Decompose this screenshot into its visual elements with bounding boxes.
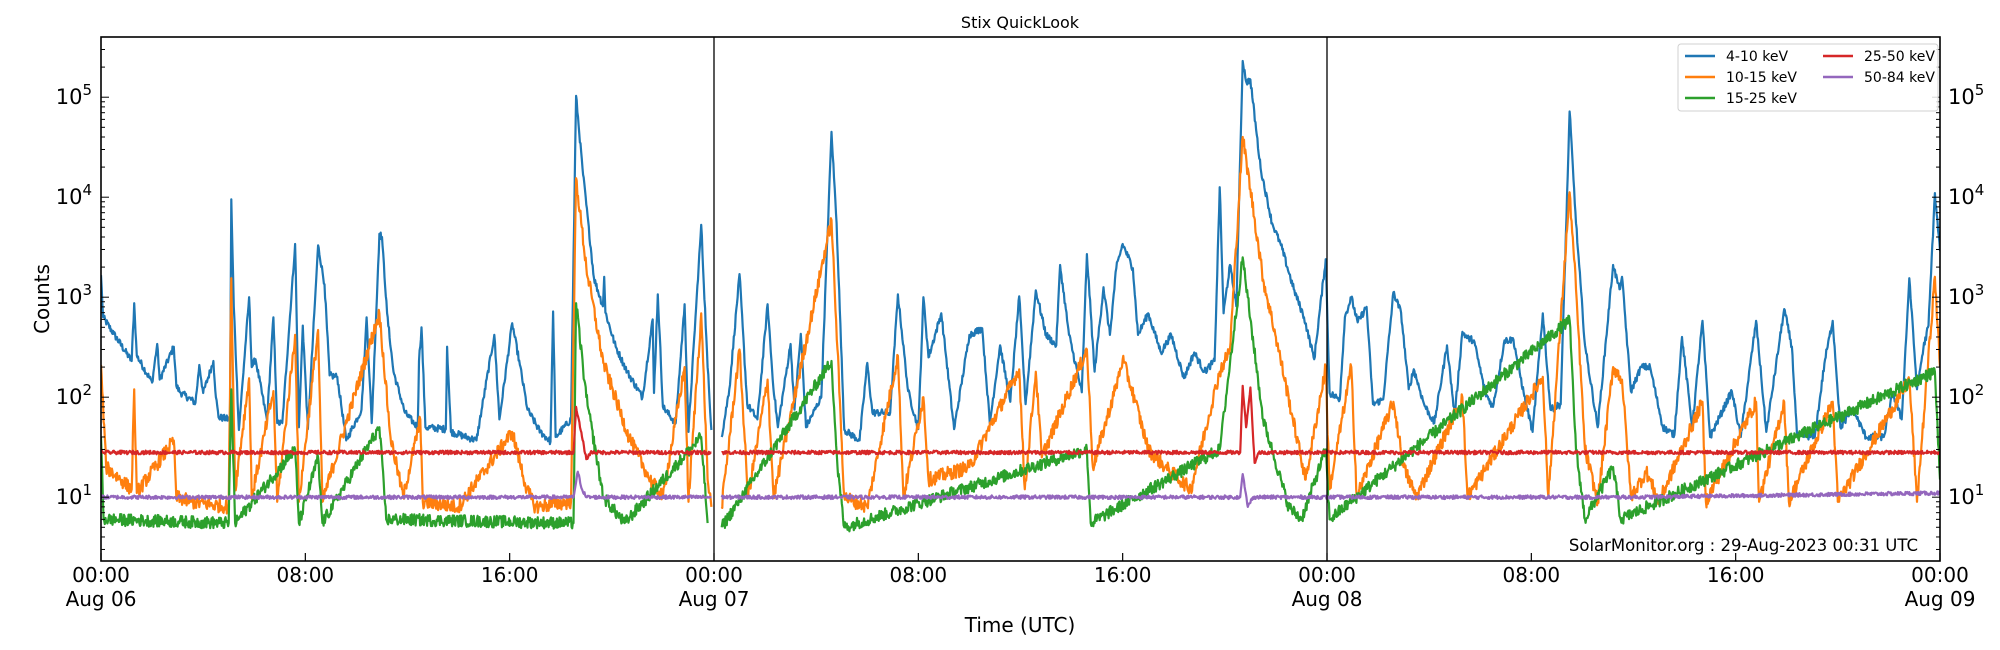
legend-entry: 10-15 keV xyxy=(1685,70,1797,86)
y-tick-exponent: 1 xyxy=(82,481,92,499)
series-line-50-84-kev xyxy=(101,470,1940,508)
x-axis-label: Time (UTC) xyxy=(964,613,1076,637)
x-tick-label: 08:00 xyxy=(1503,563,1561,587)
x-tick-label: 00:00 xyxy=(1911,563,1969,587)
legend-box xyxy=(1677,43,1939,112)
legend-label: 10-15 keV xyxy=(1726,70,1797,86)
y-tick-label-right: 102 xyxy=(1948,381,1984,409)
y-tick-label-right: 103 xyxy=(1948,281,1984,309)
y-tick-base: 10 xyxy=(1948,485,1975,509)
y-tick-label-left: 102 xyxy=(56,381,92,409)
y-tick-exponent: 4 xyxy=(82,181,92,199)
series-line-4-10-kev xyxy=(101,59,1940,446)
x-tick-label: 16:00 xyxy=(1094,563,1152,587)
y-tick-base: 10 xyxy=(56,485,83,509)
x-tick-label: 08:00 xyxy=(890,563,948,587)
y-tick-label-left: 105 xyxy=(56,81,92,109)
legend-entry: 15-25 keV xyxy=(1685,91,1797,107)
legend-label: 25-50 keV xyxy=(1864,49,1935,65)
legend-label: 50-84 keV xyxy=(1864,70,1935,86)
y-tick-label-right: 101 xyxy=(1948,481,1984,509)
y-tick-base: 10 xyxy=(56,285,83,309)
y-tick-base: 10 xyxy=(56,185,83,209)
y-tick-label-right: 104 xyxy=(1948,181,1984,209)
chart-title: Stix QuickLook xyxy=(961,13,1080,32)
y-tick-exponent: 2 xyxy=(1975,381,1985,399)
x-tick-label: 00:00 xyxy=(72,563,130,587)
x-tick-label: 16:00 xyxy=(1707,563,1765,587)
y-tick-exponent: 2 xyxy=(82,381,92,399)
y-tick-base: 10 xyxy=(1948,285,1975,309)
y-tick-label-left: 101 xyxy=(56,481,92,509)
y-tick-base: 10 xyxy=(56,85,83,109)
y-tick-base: 10 xyxy=(56,385,83,409)
y-tick-label-right: 105 xyxy=(1948,81,1984,109)
x-tick-date-label: Aug 06 xyxy=(66,587,137,611)
legend-entry: 50-84 keV xyxy=(1823,70,1935,86)
legend-entry: 4-10 keV xyxy=(1685,49,1788,65)
y-tick-exponent: 5 xyxy=(82,81,92,99)
y-tick-label-left: 103 xyxy=(56,281,92,309)
y-tick-exponent: 5 xyxy=(1975,81,1985,99)
x-tick-date-label: Aug 07 xyxy=(679,587,750,611)
x-tick-date-label: Aug 08 xyxy=(1292,587,1363,611)
watermark-annotation: SolarMonitor.org : 29-Aug-2023 00:31 UTC xyxy=(1569,536,1918,555)
y-tick-exponent: 4 xyxy=(1975,181,1985,199)
y-tick-exponent: 3 xyxy=(1975,281,1985,299)
y-tick-base: 10 xyxy=(1948,385,1975,409)
legend: 4-10 keV 10-15 keV 15-25 keV 25-50 keV 50-84… xyxy=(1677,43,1939,112)
series-layer xyxy=(101,59,1940,533)
x-tick-date-label: Aug 09 xyxy=(1905,587,1976,611)
y-tick-base: 10 xyxy=(1948,185,1975,209)
x-tick-label: 08:00 xyxy=(277,563,335,587)
x-tick-label: 00:00 xyxy=(1298,563,1356,587)
legend-entry: 25-50 keV xyxy=(1823,49,1935,65)
series-line-25-50-kev xyxy=(101,384,1940,464)
y-tick-base: 10 xyxy=(1948,85,1975,109)
x-tick-label: 16:00 xyxy=(481,563,539,587)
x-tick-label: 00:00 xyxy=(685,563,743,587)
plot-frame xyxy=(100,36,1941,562)
y-tick-exponent: 3 xyxy=(82,281,92,299)
y-axis-label: Counts xyxy=(30,264,54,334)
y-tick-label-left: 104 xyxy=(56,181,92,209)
legend-label: 4-10 keV xyxy=(1726,49,1788,65)
y-tick-exponent: 1 xyxy=(1975,481,1985,499)
legend-label: 15-25 keV xyxy=(1726,91,1797,107)
